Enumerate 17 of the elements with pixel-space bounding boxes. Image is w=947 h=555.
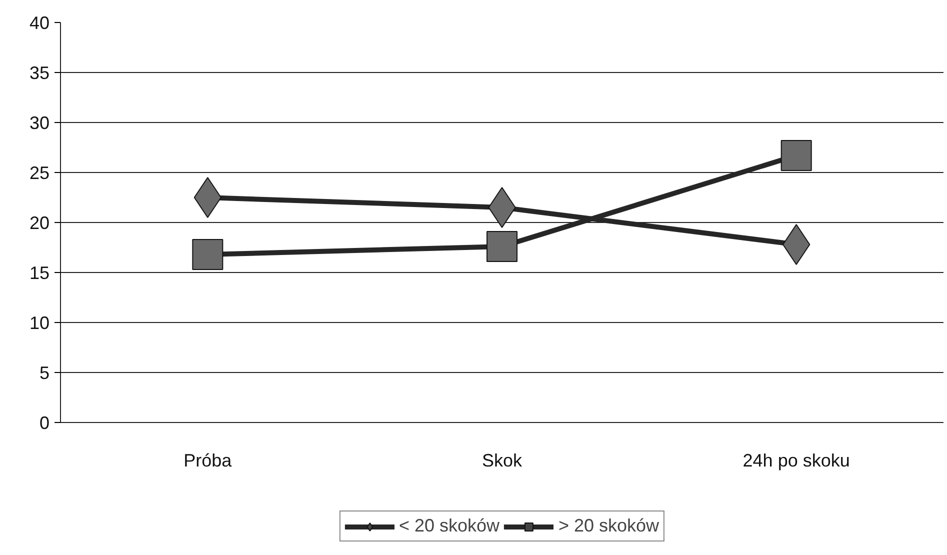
y-tick-label: 10 xyxy=(29,313,50,333)
y-tick-label: 5 xyxy=(39,363,50,383)
y-tick-label: 25 xyxy=(29,163,50,183)
x-tick-label: Próba xyxy=(184,450,233,470)
x-tick-label: 24h po skoku xyxy=(742,450,850,470)
y-tick-label: 0 xyxy=(39,413,50,433)
point xyxy=(192,239,224,270)
x-tick-label: Skok xyxy=(482,450,524,470)
y-tick-label: 40 xyxy=(29,13,50,33)
y-tick-label: 15 xyxy=(29,263,50,283)
y-tick-label: 20 xyxy=(29,213,50,233)
point xyxy=(780,140,812,171)
legend-label: > 20 skoków xyxy=(558,516,660,536)
y-tick-label: 30 xyxy=(29,113,50,133)
y-tick-label: 35 xyxy=(29,63,50,83)
legend-label: < 20 skoków xyxy=(398,516,500,536)
point xyxy=(486,231,518,262)
